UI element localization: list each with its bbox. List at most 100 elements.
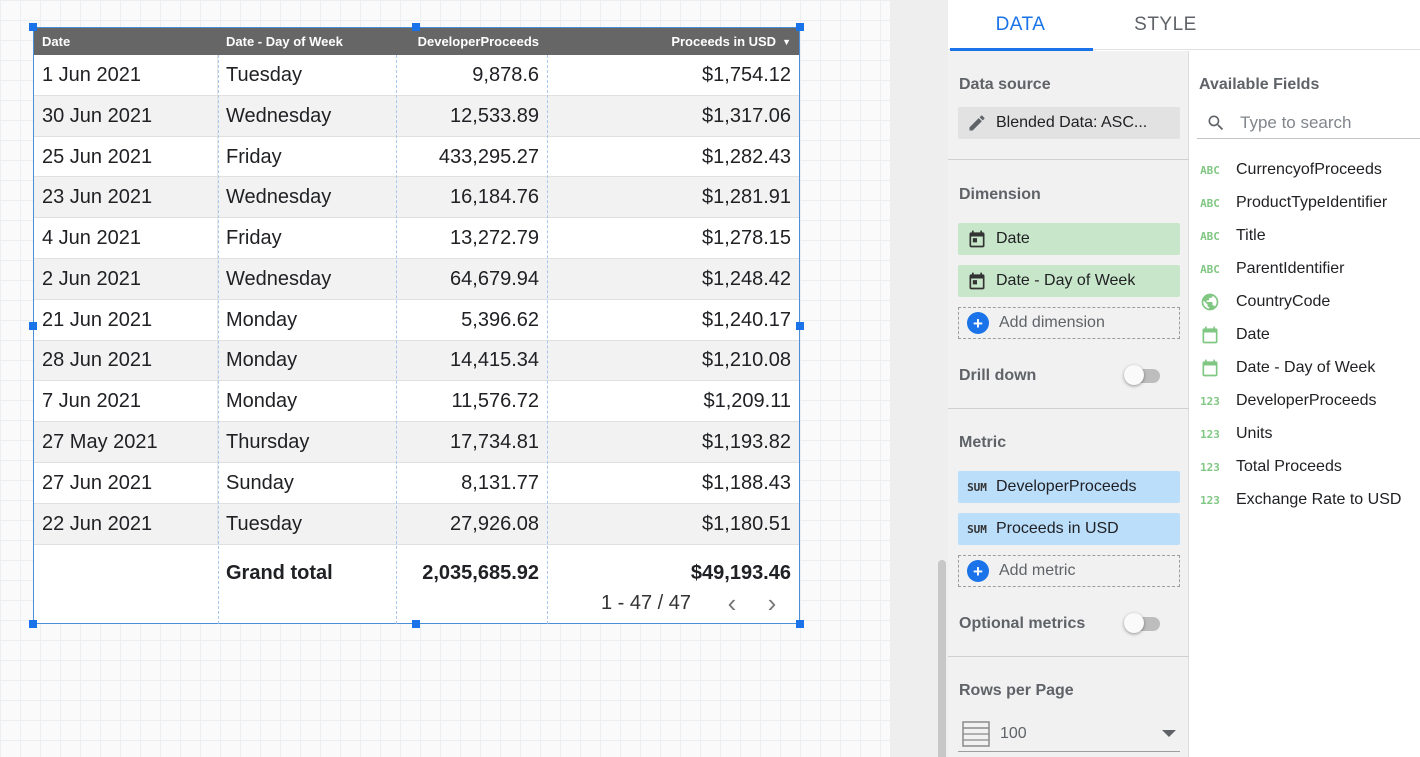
table-chart[interactable]: Date Date - Day of Week DeveloperProceed… <box>33 27 800 624</box>
sort-desc-icon[interactable]: ▼ <box>782 36 791 47</box>
cell-developer-proceeds: 433,295.27 <box>438 145 539 168</box>
cell-day-of-week: Wednesday <box>226 186 332 209</box>
table-row[interactable]: 28 Jun 2021 Monday 14,415.34 $1,210.08 <box>34 340 799 382</box>
field-item[interactable]: ABC CurrencyofProceeds <box>1198 155 1382 185</box>
field-item[interactable]: ABC ParentIdentifier <box>1198 254 1344 284</box>
column-header-proceeds-usd-label: Proceeds in USD <box>671 33 777 49</box>
field-item[interactable]: 123 DeveloperProceeds <box>1198 386 1376 416</box>
table-row[interactable]: 25 Jun 2021 Friday 433,295.27 $1,282.43 <box>34 136 799 178</box>
dimension-label: Date <box>996 230 1030 247</box>
table-row[interactable]: 7 Jun 2021 Monday 11,576.72 $1,209.11 <box>34 381 799 423</box>
resize-handle-bottom-right[interactable] <box>796 620 804 628</box>
cell-day-of-week: Wednesday <box>226 267 332 290</box>
cell-developer-proceeds: 5,396.62 <box>461 308 539 331</box>
column-divider <box>218 55 219 624</box>
column-header-developer-proceeds[interactable]: DeveloperProceeds <box>417 34 539 49</box>
tab-style[interactable]: STYLE <box>1134 14 1197 35</box>
search-input[interactable]: Type to search <box>1240 112 1352 132</box>
sum-aggregation-badge[interactable]: SUM <box>967 480 987 494</box>
dimension-label: Date - Day of Week <box>996 272 1136 289</box>
cell-developer-proceeds: 27,926.08 <box>450 512 539 535</box>
resize-handle-bottom[interactable] <box>412 620 420 628</box>
cell-proceeds-usd: $1,317.06 <box>702 104 791 127</box>
data-source-chip[interactable]: Blended Data: ASC... <box>958 107 1180 139</box>
table-row[interactable]: 30 Jun 2021 Wednesday 12,533.89 $1,317.06 <box>34 95 799 137</box>
field-item[interactable]: 123 Total Proceeds <box>1198 452 1342 482</box>
field-item[interactable]: Date <box>1198 320 1270 350</box>
sum-aggregation-badge[interactable]: SUM <box>967 522 987 536</box>
canvas-scrollbar[interactable] <box>938 560 946 757</box>
table-row[interactable]: 27 May 2021 Thursday 17,734.81 $1,193.82 <box>34 422 799 463</box>
metric-chip-developer-proceeds[interactable]: SUM DeveloperProceeds <box>958 471 1180 503</box>
cell-developer-proceeds: 64,679.94 <box>450 267 539 290</box>
calendar-icon <box>1198 325 1222 345</box>
table-row[interactable]: 2 Jun 2021 Wednesday 64,679.94 $1,248.42 <box>34 258 799 300</box>
field-name: CountryCode <box>1236 293 1331 310</box>
drill-down-toggle[interactable] <box>1124 364 1162 386</box>
text-type-icon: ABC <box>1200 196 1220 210</box>
resize-handle-top[interactable] <box>412 23 420 31</box>
rows-per-page-select[interactable]: 100 <box>958 716 1180 752</box>
cell-day-of-week: Wednesday <box>226 104 332 127</box>
cell-developer-proceeds: 12,533.89 <box>450 104 539 127</box>
table-row[interactable]: 21 Jun 2021 Monday 5,396.62 $1,240.17 <box>34 299 799 341</box>
table-row[interactable]: 22 Jun 2021 Tuesday 27,926.08 $1,180.51 <box>34 503 799 545</box>
divider <box>948 408 1189 409</box>
table-row[interactable]: 23 Jun 2021 Wednesday 16,184.76 $1,281.91 <box>34 177 799 219</box>
cell-developer-proceeds: 16,184.76 <box>450 186 539 209</box>
cell-day-of-week: Monday <box>226 308 298 331</box>
field-item[interactable]: ABC ProductTypeIdentifier <box>1198 188 1387 218</box>
available-fields-panel: Available Fields Type to search ABC Curre… <box>1189 51 1420 757</box>
field-name: Units <box>1236 425 1273 442</box>
add-metric-button[interactable]: + Add metric <box>958 555 1180 587</box>
rows-per-page-title: Rows per Page <box>959 682 1074 699</box>
cell-proceeds-usd: $1,248.42 <box>702 267 791 290</box>
table-row[interactable]: 1 Jun 2021 Tuesday 9,878.6 $1,754.12 <box>34 54 799 96</box>
chevron-right-icon[interactable]: › <box>767 587 777 618</box>
field-item[interactable]: ABC Title <box>1198 221 1266 251</box>
table-pagination: 1 - 47 / 47 ‹ › <box>499 583 799 623</box>
field-name: ProductTypeIdentifier <box>1236 194 1388 211</box>
cell-day-of-week: Friday <box>226 227 282 250</box>
divider <box>948 159 1189 160</box>
add-dimension-button[interactable]: + Add dimension <box>958 307 1180 339</box>
column-divider <box>396 55 397 624</box>
cell-day-of-week: Thursday <box>226 431 310 454</box>
chevron-left-icon[interactable]: ‹ <box>727 587 737 618</box>
resize-handle-bottom-left[interactable] <box>29 620 37 628</box>
table-row[interactable]: 4 Jun 2021 Friday 13,272.79 $1,278.15 <box>34 218 799 259</box>
metric-label: Proceeds in USD <box>996 520 1119 537</box>
resize-handle-top-left[interactable] <box>29 23 37 31</box>
cell-date: 4 Jun 2021 <box>34 218 218 259</box>
cell-date: 21 Jun 2021 <box>34 299 218 340</box>
field-item[interactable]: CountryCode <box>1198 287 1330 317</box>
cell-day-of-week: Sunday <box>226 471 294 494</box>
drill-down-label: Drill down <box>959 367 1037 384</box>
cell-date: 22 Jun 2021 <box>34 503 218 544</box>
resize-handle-top-right[interactable] <box>796 23 804 31</box>
resize-handle-right[interactable] <box>796 322 804 330</box>
cell-developer-proceeds: 14,415.34 <box>450 349 539 372</box>
column-header-date[interactable]: Date <box>42 34 71 49</box>
grand-total-row: Grand total 2,035,685.92 $49,193.46 <box>34 545 799 601</box>
field-name: Exchange Rate to USD <box>1236 491 1402 508</box>
field-item[interactable]: Date - Day of Week <box>1198 353 1375 383</box>
column-header-proceeds-usd[interactable]: Proceeds in USD ▼ <box>547 28 799 56</box>
cell-proceeds-usd: $1,754.12 <box>702 63 791 86</box>
rows-per-page-value: 100 <box>1000 724 1027 742</box>
metric-chip-proceeds-usd[interactable]: SUM Proceeds in USD <box>958 513 1180 545</box>
dimension-chip-day-of-week[interactable]: Date - Day of Week <box>958 265 1180 297</box>
table-rows-icon <box>962 720 990 748</box>
resize-handle-left[interactable] <box>29 322 37 330</box>
field-item[interactable]: 123 Exchange Rate to USD <box>1198 485 1401 515</box>
tab-data[interactable]: DATA <box>948 0 1093 51</box>
dimension-chip-date[interactable]: Date <box>958 223 1180 255</box>
optional-metrics-toggle[interactable] <box>1124 612 1162 634</box>
table-row[interactable]: 27 Jun 2021 Sunday 8,131.77 $1,188.43 <box>34 462 799 504</box>
field-item[interactable]: 123 Units <box>1198 419 1272 449</box>
field-name: CurrencyofProceeds <box>1236 161 1382 178</box>
column-header-day-of-week[interactable]: Date - Day of Week <box>226 34 343 49</box>
grand-total-proceeds-usd: $49,193.46 <box>690 561 791 584</box>
field-search[interactable]: Type to search <box>1197 107 1420 139</box>
pencil-icon[interactable] <box>958 113 996 133</box>
